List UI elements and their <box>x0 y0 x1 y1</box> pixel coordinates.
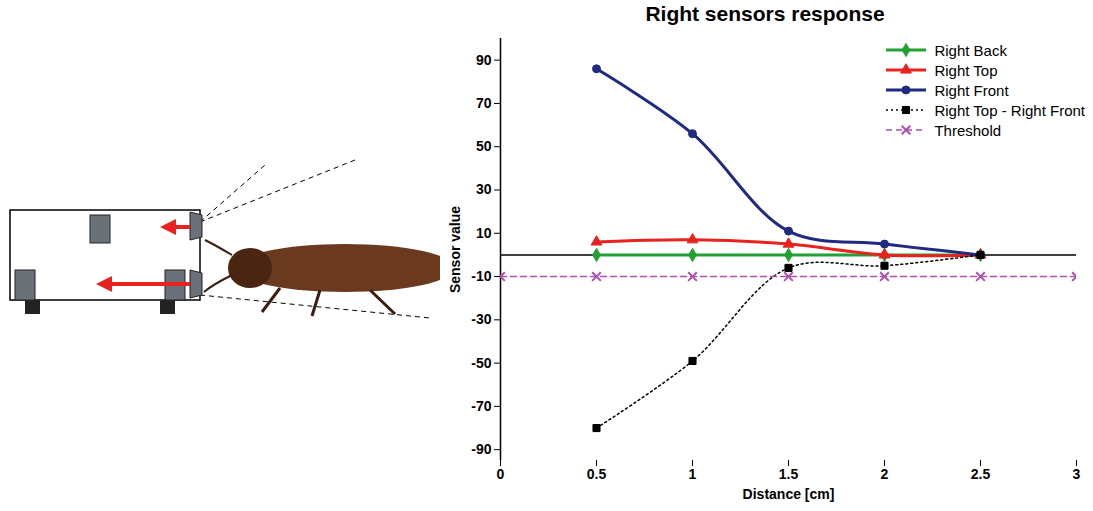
svg-text:2: 2 <box>881 466 889 482</box>
svg-text:-90: -90 <box>471 441 491 457</box>
svg-text:1.5: 1.5 <box>779 466 799 482</box>
svg-text:10: 10 <box>476 225 492 241</box>
html-text:Right Back: Right Back <box>934 41 1007 59</box>
html-text:Right Top: Right Top <box>934 61 998 79</box>
html-text:Right Top - Right Front: Right Top - Right Front <box>934 101 1085 119</box>
svg-text:1: 1 <box>689 466 697 482</box>
svg-text:90: 90 <box>476 52 492 68</box>
svg-text:0: 0 <box>497 466 505 482</box>
html-text:Right sensors response: Right sensors response <box>645 2 885 25</box>
svg-text:-70: -70 <box>471 398 491 414</box>
svg-text:-30: -30 <box>471 311 491 327</box>
svg-text:-50: -50 <box>471 355 491 371</box>
svg-text:0.5: 0.5 <box>587 466 607 482</box>
html-text:Right Front: Right Front <box>934 81 1009 99</box>
svg-text:-10: -10 <box>471 268 491 284</box>
svg-text:Distance [cm]: Distance [cm] <box>743 486 835 502</box>
svg-text:2.5: 2.5 <box>971 466 991 482</box>
svg-text:30: 30 <box>476 181 492 197</box>
html-text:Threshold: Threshold <box>934 121 1002 139</box>
svg-text:Sensor value: Sensor value <box>447 206 463 293</box>
svg-text:70: 70 <box>476 95 492 111</box>
svg-text:3: 3 <box>1073 466 1081 482</box>
svg-text:50: 50 <box>476 138 492 154</box>
